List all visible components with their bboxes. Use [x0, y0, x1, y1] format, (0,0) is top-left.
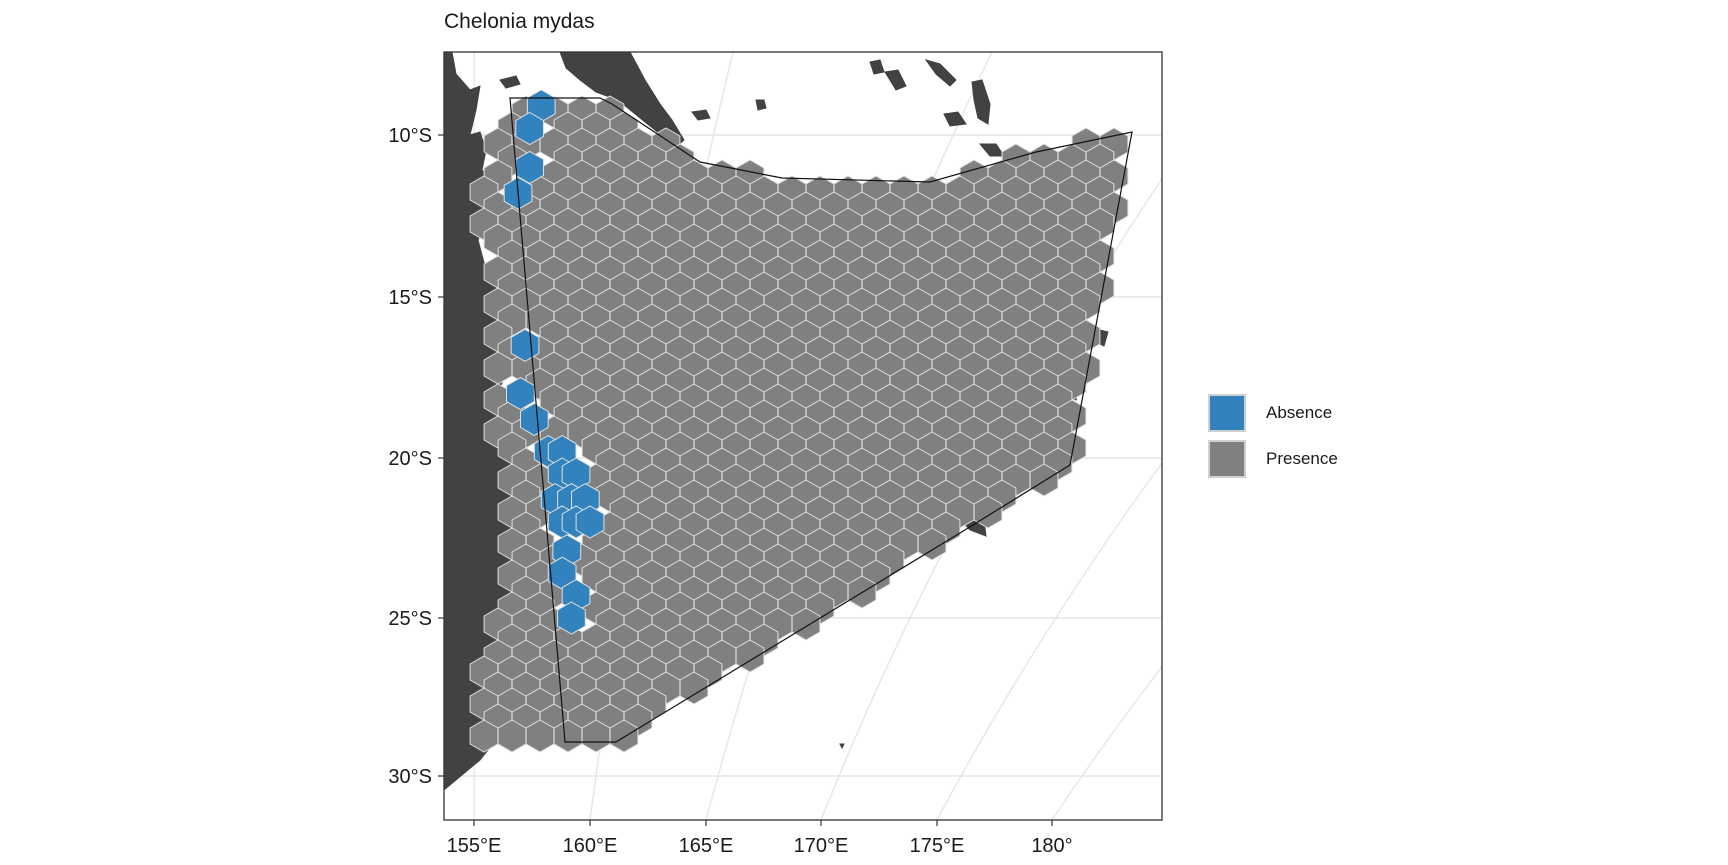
legend-item-absence: Absence	[1208, 390, 1338, 436]
landmass	[971, 79, 991, 125]
x-tick-label: 175°E	[910, 835, 965, 857]
landmass	[499, 75, 521, 89]
landmass	[943, 111, 967, 127]
hex-cell-absence	[515, 111, 544, 146]
hex-cell-presence	[679, 671, 709, 705]
legend-label-absence: Absence	[1266, 403, 1333, 422]
panel-border	[443, 51, 1163, 821]
x-tick-label: 160°E	[563, 835, 618, 857]
legend-item-presence: Presence	[1208, 436, 1338, 482]
hex-cell-presence	[735, 639, 765, 673]
hex-cell-absence	[520, 402, 549, 436]
hex-grid-layer	[469, 89, 1129, 753]
x-axis: 155°E 160°E 165°E 170°E 175°E 180°	[447, 820, 1073, 857]
plot-title: Chelonia mydas	[444, 10, 595, 33]
landmass	[884, 69, 907, 91]
landmass	[755, 99, 767, 111]
x-tick-label: 170°E	[794, 835, 849, 857]
landmass	[691, 109, 711, 121]
y-tick-label: 15°S	[388, 287, 432, 309]
hex-cell-presence	[791, 607, 821, 641]
x-tick-label: 165°E	[679, 835, 734, 857]
landmass	[924, 59, 957, 87]
legend-label-presence: Presence	[1266, 449, 1338, 468]
y-tick-label: 25°S	[388, 608, 432, 630]
legend-key-presence	[1208, 440, 1246, 478]
y-tick-label: 10°S	[388, 125, 432, 147]
y-tick-label: 20°S	[388, 448, 432, 470]
legend: Absence Presence	[1208, 390, 1338, 482]
legend-key-absence	[1208, 394, 1246, 432]
y-axis: 10°S 15°S 20°S 25°S 30°S	[388, 125, 444, 788]
graticule-lon-line	[936, 461, 1162, 820]
x-tick-label: 180°	[1031, 835, 1072, 857]
hex-cell-absence	[557, 601, 586, 635]
landmass	[869, 59, 885, 75]
hex-cell-absence	[575, 505, 605, 539]
x-tick-label: 155°E	[447, 835, 502, 857]
study-area-outline	[509, 97, 1133, 743]
graticule-lon-line	[1051, 665, 1162, 820]
landmass	[839, 743, 845, 750]
y-tick-label: 30°S	[388, 766, 432, 788]
hex-cell-presence	[917, 527, 947, 561]
